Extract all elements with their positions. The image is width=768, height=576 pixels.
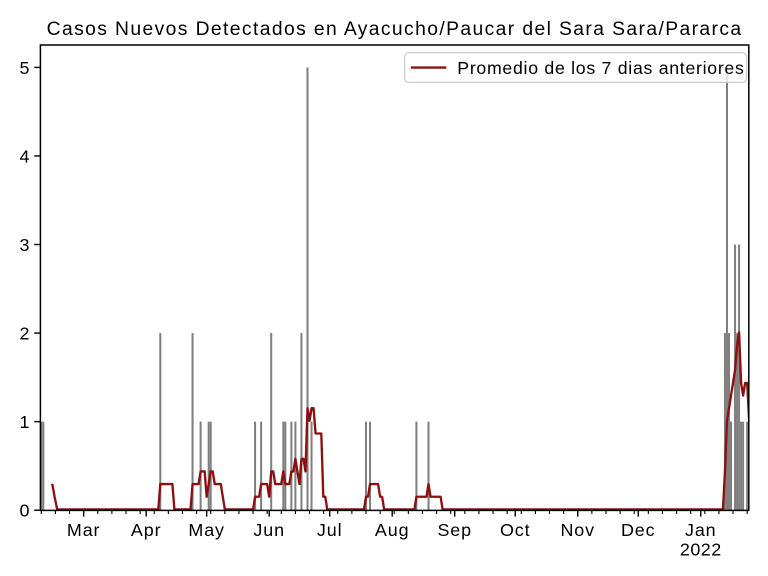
- svg-text:Dec: Dec: [621, 520, 656, 540]
- svg-text:2022: 2022: [680, 539, 722, 559]
- svg-text:Apr: Apr: [131, 520, 162, 540]
- svg-text:Jun: Jun: [253, 520, 285, 540]
- svg-text:Mar: Mar: [67, 520, 101, 540]
- svg-text:Promedio de los 7 dias anterio: Promedio de los 7 dias anteriores: [457, 58, 744, 78]
- svg-text:Aug: Aug: [375, 520, 410, 540]
- svg-text:Casos Nuevos Detectados en Aya: Casos Nuevos Detectados en Ayacucho/Pauc…: [47, 19, 743, 40]
- svg-text:1: 1: [20, 412, 30, 432]
- svg-text:3: 3: [20, 235, 30, 255]
- svg-text:Nov: Nov: [560, 520, 595, 540]
- svg-text:Jan: Jan: [685, 520, 717, 540]
- svg-text:May: May: [188, 520, 225, 540]
- svg-text:0: 0: [20, 501, 30, 521]
- svg-text:5: 5: [20, 58, 30, 78]
- svg-text:Oct: Oct: [500, 520, 531, 540]
- svg-text:Jul: Jul: [317, 520, 343, 540]
- svg-text:2: 2: [20, 323, 30, 343]
- svg-text:4: 4: [20, 146, 30, 166]
- svg-text:Sep: Sep: [437, 520, 472, 540]
